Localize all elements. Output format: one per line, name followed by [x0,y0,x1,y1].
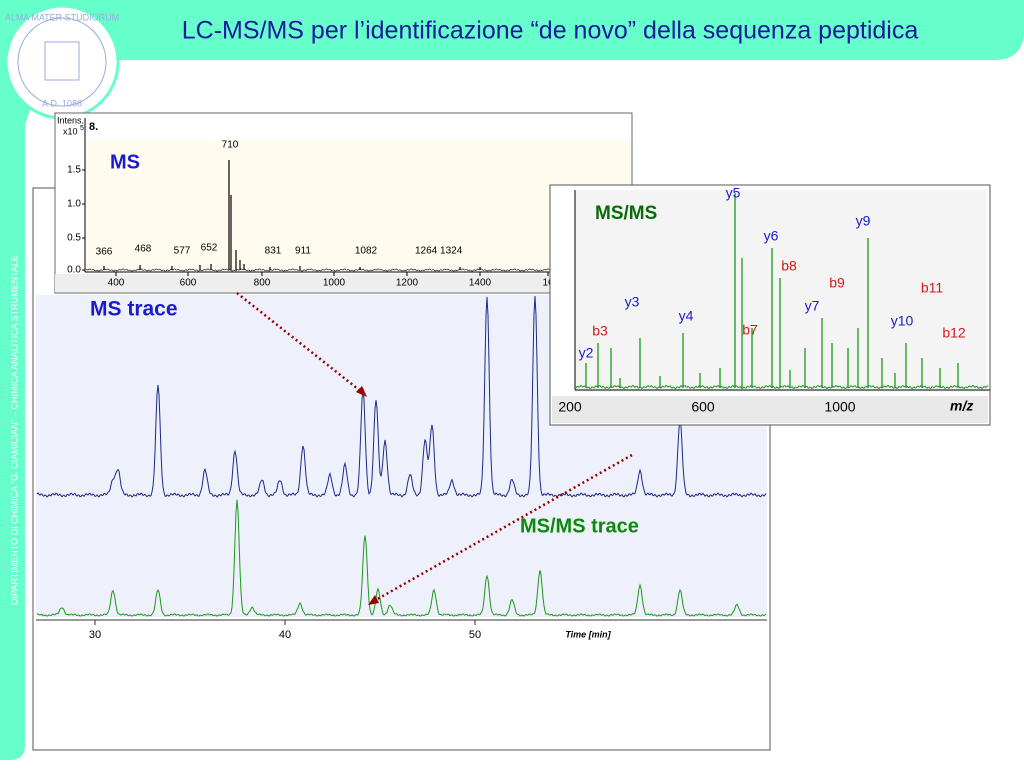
ion-label: y9 [856,213,871,229]
ms-peak-label: 710 [222,140,239,151]
ion-label: b12 [942,325,966,341]
time-label: Time [min] [565,629,611,639]
ms-peaks [103,160,481,270]
ms-xtick-label: 1000 [323,278,346,289]
ms-plot [85,140,630,270]
ion-label: y5 [726,185,741,201]
ms-peak-label: 577 [174,246,191,257]
ms-peak-label: 652 [201,243,218,254]
time-tick-label: 30 [89,629,101,641]
ms-scroll [55,274,632,292]
ion-label: y2 [579,345,594,361]
ion-label: y6 [764,228,779,244]
ion-label: y4 [679,308,694,324]
ion-label: y7 [805,298,820,314]
ion-label: b7 [742,322,758,338]
ms-xtick-label: 400 [108,278,125,289]
ms-ytick-label: 1.5 [67,165,81,176]
ms-label: MS [110,151,140,173]
msms-trace [36,499,767,617]
ms-peak-label: 1082 [355,246,378,257]
msms-xlabel: m/z [950,398,973,414]
arrow-head [356,386,367,397]
ms-xtick-label: 1400 [469,278,492,289]
msms-peaks [585,193,959,388]
ms-xtick-label: 800 [254,278,271,289]
ms-xtick-label: 1200 [396,278,419,289]
msms-label: MS/MS [595,203,657,224]
arrow [236,292,364,394]
ms-box: 8. [89,121,98,133]
ms-peak-label: 1264 1324 [415,246,463,257]
ms-ytick-label: 1.0 [67,199,81,210]
ms-peak-label: 831 [265,246,282,257]
ion-label: b11 [921,280,944,296]
msms-xtick-label: 200 [558,399,582,415]
time-tick-label: 40 [279,629,291,641]
ms-ytick-label: 0.0 [67,265,81,276]
msms-trace-label: MS/MS trace [520,515,639,537]
ms-trace-label: MS trace [90,298,178,321]
ms-xtick-label: 16 [542,278,554,289]
ion-label: b9 [829,275,845,291]
ms-baseline [85,268,561,272]
ion-label: y3 [625,294,640,310]
ms-header [85,118,350,140]
ms-peak-label: 366 [96,247,113,258]
ms-peak-label: 911 [295,246,311,257]
ms-scale-exp: 5 [80,125,84,132]
ion-label: y10 [891,313,914,329]
sidebar-text: DIPARTIMENTO DI CHIMICA “G. CIAMICIAN” –… [9,255,19,605]
ion-label: b3 [592,323,608,339]
ms-scale: x10 [63,126,78,136]
msms-plot [575,190,987,392]
msms-baseline [575,384,989,390]
logo-text: ALMA MATER STUDIORUM [5,12,119,22]
logo-ring [17,17,107,107]
time-tick-label: 50 [469,629,481,641]
logo-emblem [44,41,80,81]
ms-peak-label: 468 [135,244,152,255]
ms-xtick-label: 600 [180,278,197,289]
msms-xtick-label: 600 [691,399,715,415]
ms-intens: Intens. [57,115,84,125]
logo-year: A.D. 1088 [42,98,82,108]
title: LC-MS/MS per l’identificazione “de novo”… [182,17,919,45]
ms-trace [36,295,767,498]
msms-xtick-label: 1000 [824,399,855,415]
ms-ytick-label: 0.5 [67,233,81,244]
msms-axis-band [552,396,988,423]
arrow-head [368,595,379,605]
ion-label: b8 [781,258,797,274]
